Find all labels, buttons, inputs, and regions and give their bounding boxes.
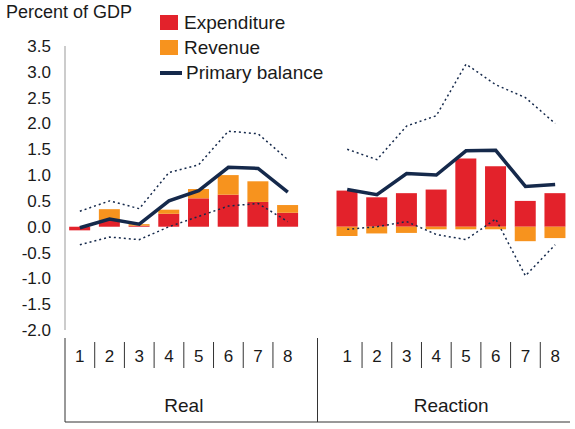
- svg-text:-1.0: -1.0: [22, 269, 51, 288]
- svg-text:2.5: 2.5: [27, 89, 51, 108]
- svg-text:5: 5: [194, 347, 203, 366]
- svg-text:0.5: 0.5: [27, 192, 51, 211]
- svg-text:3: 3: [402, 347, 411, 366]
- svg-text:8: 8: [550, 347, 559, 366]
- svg-text:6: 6: [224, 347, 233, 366]
- svg-text:2: 2: [372, 347, 381, 366]
- svg-text:8: 8: [283, 347, 292, 366]
- svg-text:-2.0: -2.0: [22, 321, 51, 340]
- svg-text:3.5: 3.5: [27, 37, 51, 56]
- svg-text:4: 4: [432, 347, 441, 366]
- svg-text:1: 1: [75, 347, 84, 366]
- svg-text:2.0: 2.0: [27, 114, 51, 133]
- svg-text:Reaction: Reaction: [414, 395, 489, 416]
- svg-text:5: 5: [461, 347, 470, 366]
- svg-text:1.5: 1.5: [27, 140, 51, 159]
- svg-text:7: 7: [521, 347, 530, 366]
- svg-text:4: 4: [164, 347, 173, 366]
- html-text:Primary balance: Primary balance: [186, 62, 324, 83]
- svg-text:Real: Real: [164, 395, 203, 416]
- svg-text:1: 1: [342, 347, 351, 366]
- html-text:Expenditure: Expenditure: [184, 12, 286, 33]
- svg-text:2: 2: [105, 347, 114, 366]
- svg-text:6: 6: [491, 347, 500, 366]
- svg-text:-1.5: -1.5: [22, 295, 51, 314]
- svg-text:3.0: 3.0: [27, 63, 51, 82]
- svg-text:0.0: 0.0: [27, 218, 51, 237]
- svg-text:3: 3: [135, 347, 144, 366]
- html-text:Revenue: Revenue: [184, 37, 261, 58]
- html-text:Percent of GDP: Percent of GDP: [6, 2, 133, 22]
- svg-text:-0.5: -0.5: [22, 244, 51, 263]
- svg-text:7: 7: [253, 347, 262, 366]
- svg-text:1.0: 1.0: [27, 166, 51, 185]
